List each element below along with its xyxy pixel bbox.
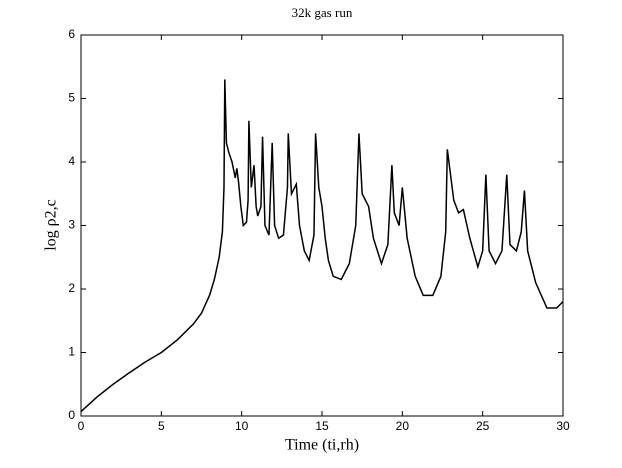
- data-line: [80, 79, 564, 413]
- y-tick-label: 2: [68, 281, 75, 295]
- x-tick-label: 0: [78, 419, 85, 433]
- y-tick-label: 3: [68, 218, 75, 232]
- x-axis-label: Time (ti,rh): [285, 437, 359, 454]
- x-tick-label: 10: [235, 419, 249, 433]
- y-tick-label: 1: [68, 345, 75, 359]
- x-tick-label: 5: [158, 419, 165, 433]
- x-tick-label: 25: [476, 419, 490, 433]
- y-tick-label: 4: [68, 154, 75, 168]
- y-axis-label: log ρ2,c: [43, 199, 60, 251]
- x-tick-label: 15: [315, 419, 329, 433]
- chart-title: 32k gas run: [292, 5, 353, 20]
- plot-frame: [80, 34, 564, 417]
- x-tick-label: 20: [396, 419, 410, 433]
- y-tick-label: 6: [68, 27, 75, 41]
- y-tick-label: 0: [68, 408, 75, 422]
- x-tick-label: 30: [556, 419, 570, 433]
- y-tick-label: 5: [68, 91, 75, 105]
